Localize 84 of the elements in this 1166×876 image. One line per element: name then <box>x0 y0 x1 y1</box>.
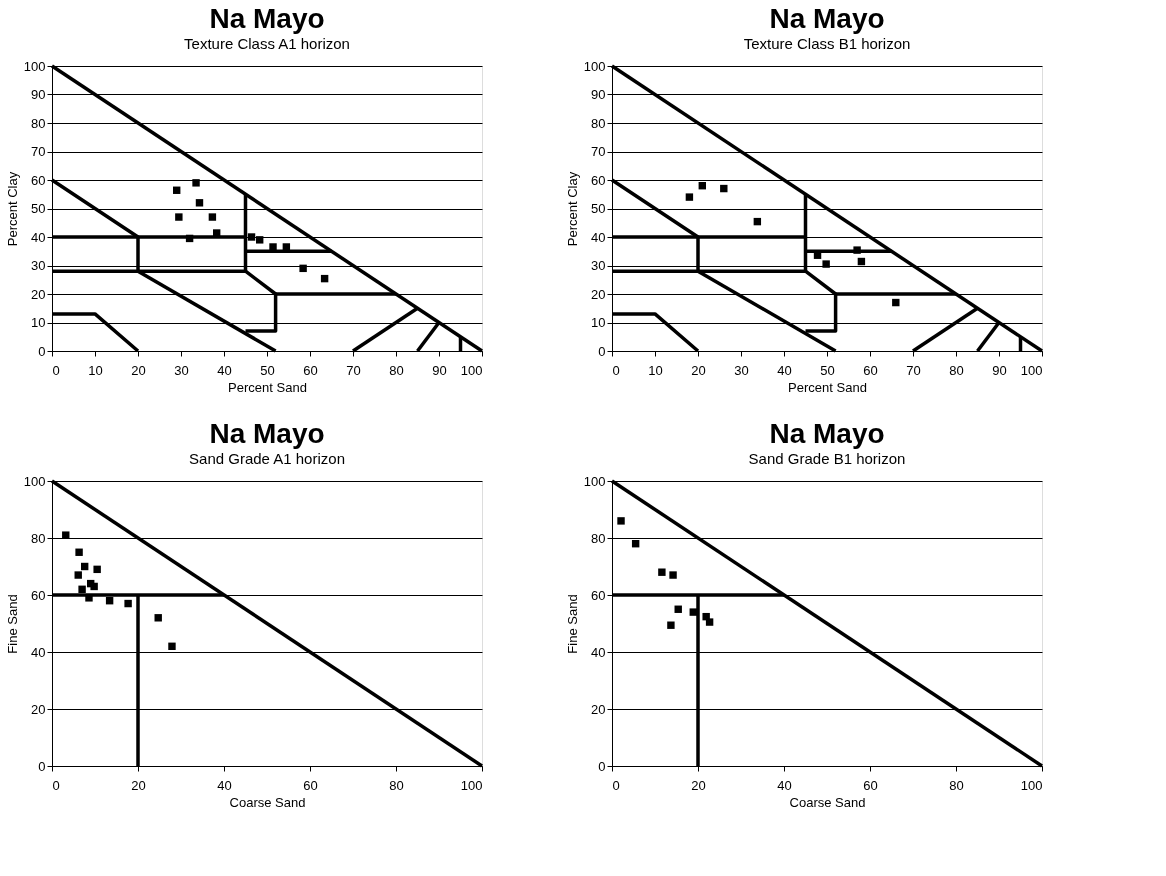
x-axis-title: Coarse Sand <box>789 794 866 810</box>
x-tick-label: 0 <box>612 777 620 793</box>
x-tick-label: 50 <box>820 362 835 378</box>
y-tick-label: 0 <box>598 343 606 359</box>
chart-title: Na Mayo <box>209 418 325 449</box>
y-tick-label: 0 <box>38 758 46 774</box>
y-axis-title: Percent Clay <box>564 171 580 247</box>
x-tick-label: 50 <box>260 362 275 378</box>
y-tick-label: 100 <box>583 473 606 489</box>
x-tick-label: 0 <box>612 362 620 378</box>
x-tick-label: 80 <box>949 777 964 793</box>
x-axis-title: Percent Sand <box>228 379 307 395</box>
y-tick-label: 80 <box>31 115 46 131</box>
x-tick-label: 40 <box>777 362 792 378</box>
chart-subtitle: Sand Grade A1 horizon <box>189 450 345 467</box>
y-axis-title: Fine Sand <box>564 594 580 654</box>
y-tick-label: 90 <box>31 87 46 102</box>
y-tick-label: 50 <box>31 201 46 216</box>
y-tick-label: 80 <box>31 530 46 546</box>
y-tick-label: 80 <box>591 530 606 546</box>
y-tick-label: 60 <box>591 172 606 188</box>
y-tick-label: 20 <box>31 286 46 302</box>
y-tick-label: 20 <box>31 701 46 717</box>
x-tick-label: 20 <box>131 362 146 378</box>
x-tick-label: 20 <box>691 362 706 378</box>
x-tick-label: 10 <box>648 362 663 378</box>
y-tick-label: 40 <box>31 644 46 660</box>
x-axis-title: Percent Sand <box>788 379 867 395</box>
chart-title: Na Mayo <box>769 418 885 449</box>
chart-subtitle: Sand Grade B1 horizon <box>748 450 906 467</box>
y-tick-label: 10 <box>31 315 46 330</box>
x-tick-label: 40 <box>777 777 792 793</box>
y-axis-title: Fine Sand <box>4 594 20 654</box>
y-tick-label: 80 <box>591 115 606 131</box>
x-tick-label: 100 <box>460 362 483 378</box>
y-tick-label: 50 <box>591 201 606 216</box>
y-tick-label: 0 <box>598 758 606 774</box>
y-tick-label: 100 <box>23 473 46 489</box>
x-tick-label: 60 <box>863 362 878 378</box>
y-tick-label: 70 <box>31 144 46 159</box>
x-tick-label: 80 <box>389 777 404 793</box>
x-tick-label: 100 <box>460 777 483 793</box>
x-tick-label: 70 <box>346 362 361 378</box>
y-tick-label: 70 <box>591 144 606 159</box>
y-tick-label: 20 <box>591 286 606 302</box>
y-tick-label: 60 <box>591 587 606 603</box>
y-tick-label: 10 <box>591 315 606 330</box>
chart-title: Na Mayo <box>769 3 885 34</box>
x-tick-label: 0 <box>52 777 60 793</box>
y-tick-label: 30 <box>31 258 46 273</box>
x-tick-label: 30 <box>734 362 749 378</box>
x-tick-label: 30 <box>174 362 189 378</box>
x-tick-label: 20 <box>691 777 706 793</box>
y-tick-label: 100 <box>583 58 606 74</box>
y-tick-label: 40 <box>591 229 606 245</box>
y-tick-label: 40 <box>31 229 46 245</box>
x-tick-label: 60 <box>303 362 318 378</box>
x-tick-label: 10 <box>88 362 103 378</box>
y-tick-label: 40 <box>591 644 606 660</box>
x-tick-label: 60 <box>303 777 318 793</box>
x-tick-label: 90 <box>432 362 447 378</box>
x-tick-label: 60 <box>863 777 878 793</box>
y-tick-label: 20 <box>591 701 606 717</box>
x-tick-label: 20 <box>131 777 146 793</box>
x-tick-label: 70 <box>906 362 921 378</box>
x-tick-label: 80 <box>389 362 404 378</box>
y-tick-label: 30 <box>591 258 606 273</box>
x-tick-label: 0 <box>52 362 60 378</box>
x-tick-label: 100 <box>1020 777 1043 793</box>
y-tick-label: 100 <box>23 58 46 74</box>
chart-subtitle: Texture Class B1 horizon <box>743 35 911 52</box>
y-tick-label: 60 <box>31 587 46 603</box>
x-axis-title: Coarse Sand <box>229 794 306 810</box>
y-tick-label: 60 <box>31 172 46 188</box>
x-tick-label: 100 <box>1020 362 1043 378</box>
y-axis-title: Percent Clay <box>4 171 20 247</box>
y-tick-label: 90 <box>591 87 606 102</box>
x-tick-label: 40 <box>217 777 232 793</box>
y-tick-label: 0 <box>38 343 46 359</box>
x-tick-label: 40 <box>217 362 232 378</box>
x-tick-label: 90 <box>992 362 1007 378</box>
chart-subtitle: Texture Class A1 horizon <box>184 35 350 52</box>
x-tick-label: 80 <box>949 362 964 378</box>
chart-title: Na Mayo <box>209 3 325 34</box>
